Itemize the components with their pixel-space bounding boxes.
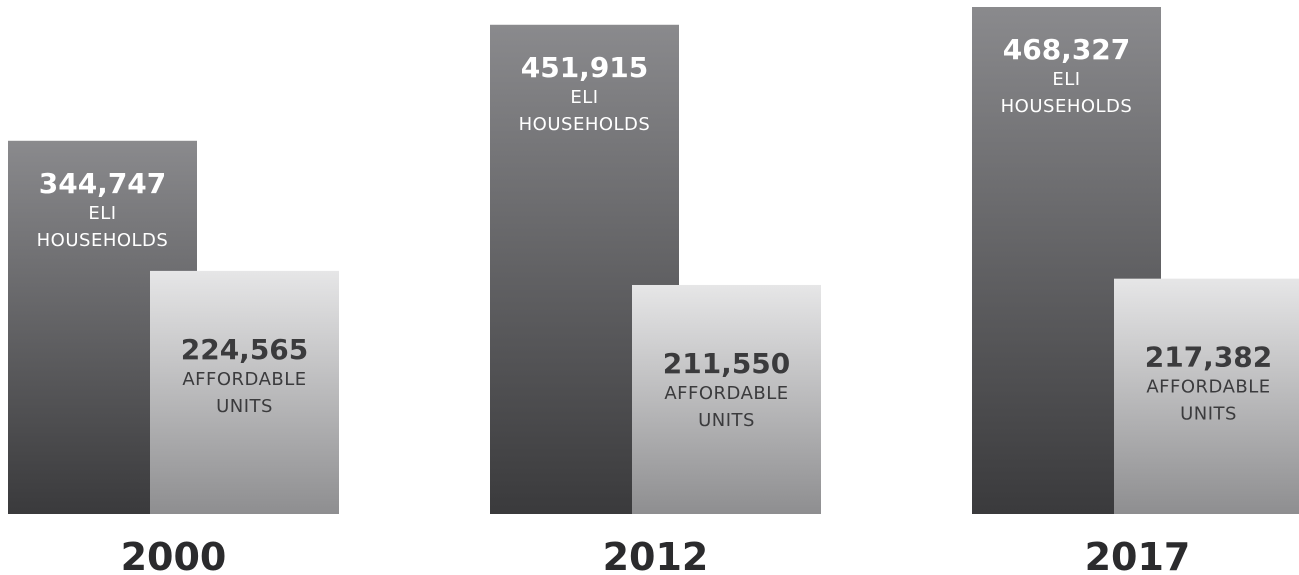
year-label-2012: 2012 (603, 535, 709, 575)
eli-households-value-2017: 468,327 (1003, 33, 1131, 66)
eli-households-value-2000: 344,747 (39, 167, 167, 200)
affordable-units-value-2000: 224,565 (181, 333, 309, 366)
affordable-units-caption-2017-0: AFFORDABLE (1146, 377, 1270, 398)
affordable-units-bar-2017 (1114, 278, 1299, 514)
labels-layer: 344,747 ELI HOUSEHOLDS 224,565 AFFORDABLE UNI… (37, 33, 1273, 575)
eli-households-caption-2012-1: HOUSEHOLDS (519, 114, 651, 135)
year-label-2000: 2000 (121, 535, 227, 575)
affordable-units-caption-2017-1: UNITS (1180, 404, 1237, 425)
affordable-units-caption-2012-1: UNITS (698, 410, 755, 431)
eli-households-caption-2012-0: ELI (570, 87, 598, 108)
eli-households-caption-2017-1: HOUSEHOLDS (1001, 96, 1133, 117)
eli-households-caption-2000-1: HOUSEHOLDS (37, 230, 169, 251)
eli-households-caption-2000-0: ELI (88, 203, 116, 224)
affordable-units-value-2012: 211,550 (663, 347, 791, 380)
affordable-units-caption-2000-0: AFFORDABLE (182, 369, 306, 390)
affordable-units-caption-2012-0: AFFORDABLE (664, 383, 788, 404)
affordable-units-value-2017: 217,382 (1145, 341, 1273, 374)
affordable-units-bar-2000 (150, 270, 339, 514)
affordable-units-caption-2000-1: UNITS (216, 396, 273, 417)
eli-households-value-2012: 451,915 (521, 51, 649, 84)
eli-households-caption-2017-0: ELI (1052, 69, 1080, 90)
bars-layer (8, 7, 1299, 515)
affordable-units-bar-2012 (632, 284, 821, 514)
year-label-2017: 2017 (1085, 535, 1191, 575)
